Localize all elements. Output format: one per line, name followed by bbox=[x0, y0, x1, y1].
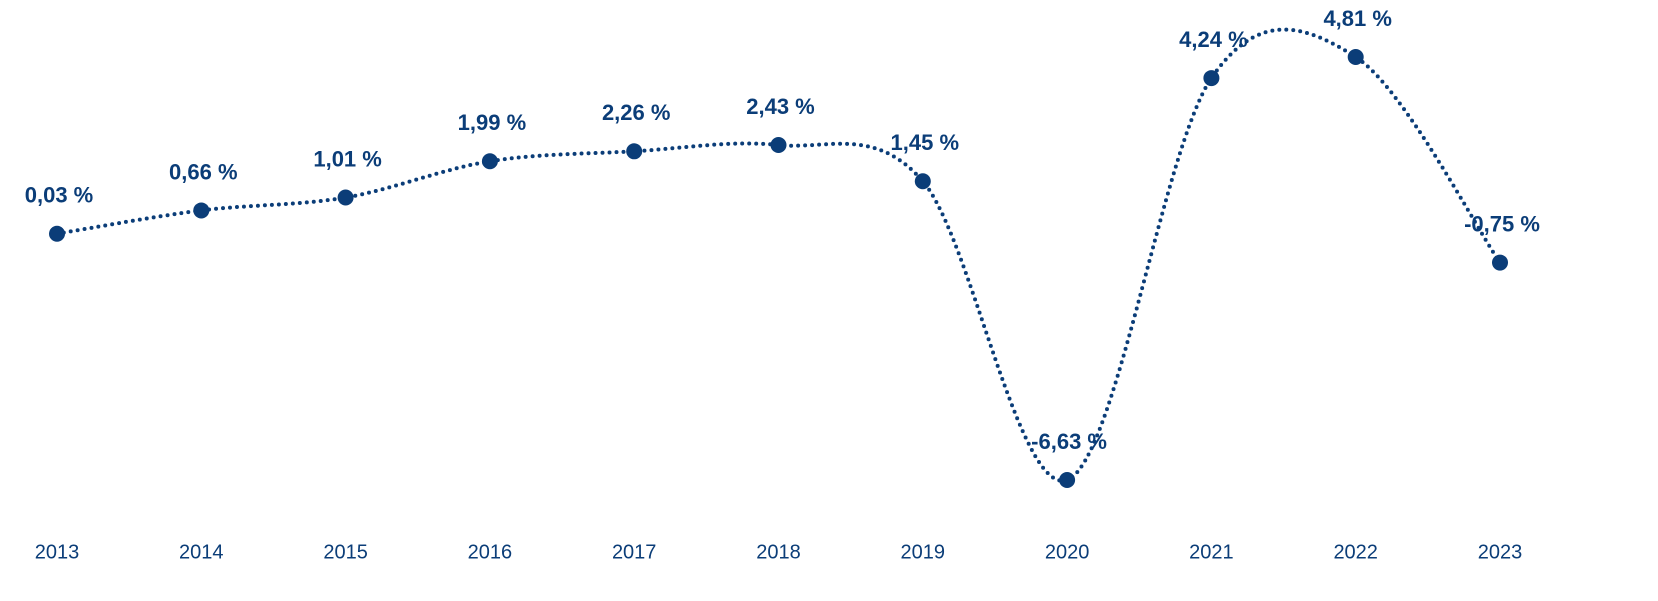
x-tick-label: 2022 bbox=[1333, 541, 1378, 563]
x-tick-label: 2017 bbox=[612, 541, 657, 563]
x-tick-label: 2020 bbox=[1045, 541, 1090, 563]
x-tick-label: 2023 bbox=[1478, 541, 1523, 563]
data-label: -0,75 % bbox=[1464, 211, 1540, 236]
point bbox=[481, 153, 498, 170]
point bbox=[626, 143, 643, 160]
x-tick-label: 2016 bbox=[468, 541, 513, 563]
x-tick-label: 2021 bbox=[1189, 541, 1234, 563]
data-label: 1,01 % bbox=[313, 146, 382, 171]
point bbox=[1492, 254, 1508, 271]
data-label: 0,66 % bbox=[169, 159, 238, 184]
data-label: 4,81 % bbox=[1323, 6, 1392, 31]
x-tick-label: 2014 bbox=[179, 541, 224, 563]
point bbox=[914, 173, 931, 190]
point bbox=[1203, 70, 1220, 87]
data-label: 4,24 % bbox=[1179, 27, 1248, 52]
point bbox=[193, 202, 210, 219]
data-label: 1,99 % bbox=[458, 110, 527, 135]
point bbox=[1059, 472, 1076, 488]
point bbox=[337, 189, 354, 206]
point bbox=[49, 225, 65, 242]
x-tick-label: 2019 bbox=[901, 541, 946, 563]
x-tick-label: 2018 bbox=[756, 541, 801, 563]
data-label: -6,63 % bbox=[1031, 429, 1107, 454]
data-label: 0,03 % bbox=[25, 183, 94, 208]
x-tick-label: 2013 bbox=[35, 541, 80, 563]
data-label: 2,43 % bbox=[746, 94, 815, 119]
point bbox=[1347, 49, 1364, 65]
data-label: 2,26 % bbox=[602, 100, 671, 125]
data-label: 1,45 % bbox=[891, 130, 960, 155]
point bbox=[770, 137, 787, 154]
x-tick-label: 2015 bbox=[323, 541, 368, 563]
